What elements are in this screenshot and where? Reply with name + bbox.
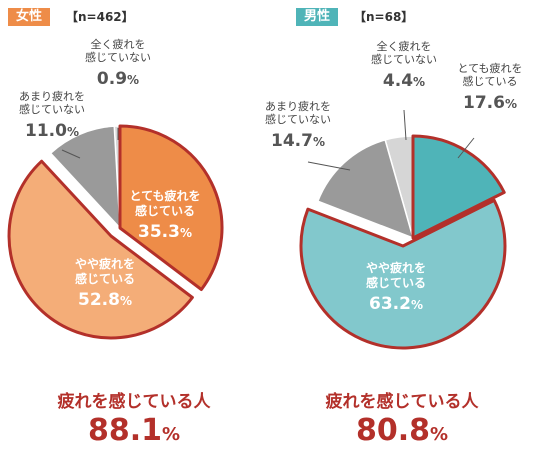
female-label-not-tired-line: 感じていない — [85, 51, 151, 64]
female-summary-value: 88.1% — [0, 413, 268, 448]
female-value-somewhat-tired: 52.8% — [78, 290, 132, 310]
male-leader-very-tired — [457, 137, 475, 159]
female-panel: 女性 【n=462】 とても疲れを感じている 35.3% やや疲れを感じている 52.… — [0, 8, 268, 448]
male-value-very-tired-number: 17.6 — [463, 93, 505, 113]
female-pie-chart: とても疲れを感じている35.3%やや疲れを感じている52.8%あまり疲れを感じて… — [7, 37, 224, 340]
male-value-somewhat-tired-unit: % — [411, 298, 423, 312]
male-sample-size: 【n=68】 — [354, 10, 414, 24]
male-label-somewhat-tired: やや疲れを感じている — [366, 260, 426, 290]
female-value-very-tired-unit: % — [180, 226, 192, 240]
male-summary-title: 疲れを感じている人 — [325, 392, 479, 412]
male-value-not-very-tired: 14.7% — [271, 131, 325, 151]
female-slice-not-very-tired — [49, 125, 121, 231]
male-leader-not-very-tired — [307, 161, 351, 171]
male-slice-not-very-tired — [316, 138, 415, 240]
male-value-very-tired: 17.6% — [463, 93, 517, 113]
male-summary-number: 80.8 — [355, 413, 430, 448]
female-label-not-tired-line: 全く疲れを — [91, 37, 146, 51]
female-label-very-tired-line: とても疲れを — [129, 188, 200, 203]
female-label-not-tired: 全く疲れを感じていない — [85, 37, 151, 64]
female-value-very-tired: 35.3% — [138, 222, 192, 242]
female-value-not-very-tired-unit: % — [67, 125, 79, 139]
female-value-not-tired-unit: % — [127, 73, 139, 87]
female-value-not-very-tired: 11.0% — [25, 121, 79, 141]
female-label-not-very-tired: あまり疲れを感じていない — [19, 89, 85, 116]
male-value-somewhat-tired: 63.2% — [369, 294, 423, 314]
female-label-very-tired: とても疲れを感じている — [129, 188, 200, 218]
male-value-somewhat-tired-number: 63.2 — [369, 294, 411, 314]
female-label-somewhat-tired-line: 感じている — [75, 271, 135, 286]
male-panel: 男性 【n=68】 とても疲れを感じている 17.6% やや疲れを感じている 63.2… — [265, 0, 536, 455]
female-label-somewhat-tired: やや疲れを感じている — [75, 256, 135, 286]
female-summary-number: 88.1 — [87, 413, 162, 448]
male-label-not-tired: 全く疲れを感じていない — [371, 39, 437, 66]
male-slice-group-somewhat-tired — [299, 198, 507, 350]
female-value-not-tired: 0.9% — [97, 69, 139, 89]
male-label-very-tired-line: とても疲れを — [457, 61, 522, 75]
male-label-not-tired-line: 全く疲れを — [377, 39, 432, 53]
female-value-somewhat-tired-number: 52.8 — [78, 290, 120, 310]
male-value-not-very-tired-number: 14.7 — [271, 131, 313, 151]
female-label-not-very-tired-line: 感じていない — [19, 103, 85, 116]
female-summary-unit: % — [161, 424, 181, 445]
male-value-not-tired-unit: % — [413, 75, 425, 89]
female-sample-size: 【n=462】 — [66, 10, 134, 24]
male-value-not-tired-number: 4.4 — [383, 71, 413, 91]
female-slice-group-somewhat-tired — [7, 159, 194, 340]
female-leader-not-very-tired — [61, 149, 81, 159]
male-label-very-tired: とても疲れを感じている — [457, 61, 522, 88]
male-value-very-tired-unit: % — [505, 97, 517, 111]
male-pie-chart: とても疲れを感じている17.6%やや疲れを感じている63.2%あまり疲れを感じて… — [265, 39, 523, 350]
female-value-not-very-tired-number: 11.0 — [25, 121, 67, 141]
female-group-tag: 女性 — [8, 8, 51, 26]
male-slice-very-tired — [411, 134, 506, 240]
female-label-not-very-tired-line: あまり疲れを — [19, 89, 85, 103]
male-value-not-tired: 4.4% — [383, 71, 425, 91]
female-slice-somewhat-tired — [7, 159, 194, 340]
male-slice-somewhat-tired — [299, 198, 507, 350]
male-label-not-very-tired: あまり疲れを感じていない — [265, 99, 331, 126]
male-label-somewhat-tired-line: やや疲れを — [366, 260, 426, 275]
female-value-not-tired-number: 0.9 — [97, 69, 127, 89]
male-summary-value: 80.8% — [268, 413, 536, 448]
male-label-somewhat-tired-line: 感じている — [366, 275, 426, 290]
male-label-not-very-tired-line: 感じていない — [265, 113, 331, 126]
male-label-not-tired-line: 感じていない — [371, 53, 437, 66]
female-label-very-tired-line: 感じている — [135, 203, 195, 218]
female-label-somewhat-tired-line: やや疲れを — [75, 256, 135, 271]
female-value-very-tired-number: 35.3 — [138, 222, 180, 242]
male-value-not-very-tired-unit: % — [313, 135, 325, 149]
female-summary-title: 疲れを感じている人 — [57, 392, 211, 412]
male-group-tag: 男性 — [296, 8, 339, 26]
male-summary-unit: % — [429, 424, 449, 445]
male-label-very-tired-line: 感じている — [463, 75, 518, 88]
female-slice-very-tired — [118, 124, 224, 291]
female-value-somewhat-tired-unit: % — [120, 294, 132, 308]
male-leader-not-tired — [403, 109, 407, 141]
male-label-not-very-tired-line: あまり疲れを — [265, 99, 331, 113]
